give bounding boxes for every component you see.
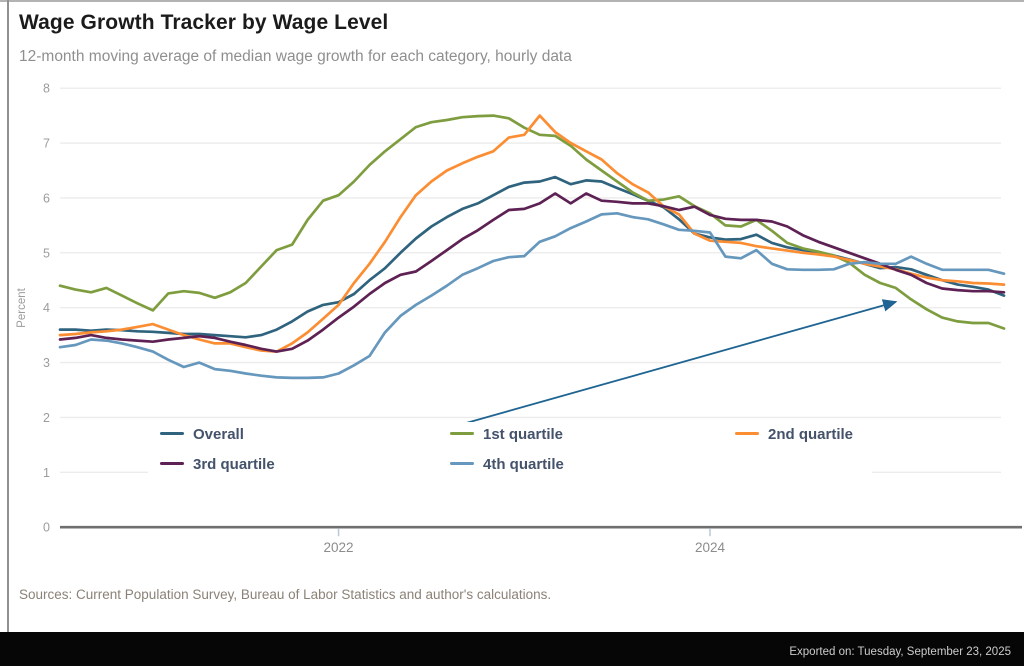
legend-swatch-overall bbox=[160, 431, 184, 435]
legend-label-2nd-quartile: 2nd quartile bbox=[768, 426, 854, 443]
y-tick-label-2: 2 bbox=[43, 411, 50, 425]
chart-legend: Overall 1st quartile 2nd quartile 3rd qu… bbox=[148, 422, 872, 482]
y-tick-label-1: 1 bbox=[43, 466, 50, 480]
legend-swatch-2nd-quartile bbox=[735, 431, 759, 435]
y-tick-label-0: 0 bbox=[43, 521, 50, 535]
legend-item-1st-quartile: 1st quartile bbox=[450, 426, 563, 443]
legend-swatch-3rd-quartile bbox=[160, 461, 184, 465]
y-tick-label-3: 3 bbox=[43, 356, 50, 370]
chart-subtitle: 12-month moving average of median wage g… bbox=[19, 48, 572, 65]
series-line-2nd-quartile bbox=[58, 114, 1006, 353]
series-line-1st-quartile bbox=[58, 114, 1006, 330]
export-footer-bar: Exported on: Tuesday, September 23, 2025 bbox=[0, 632, 1024, 666]
legend-label-1st-quartile: 1st quartile bbox=[483, 426, 564, 443]
sources-note: Sources: Current Population Survey, Bure… bbox=[19, 587, 552, 602]
legend-label-overall: Overall bbox=[193, 426, 244, 443]
legend-label-4th-quartile: 4th quartile bbox=[483, 456, 564, 473]
y-tick-label-4: 4 bbox=[43, 301, 50, 315]
left-edge-rule bbox=[7, 0, 9, 632]
legend-label-3rd-quartile: 3rd quartile bbox=[193, 456, 275, 473]
x-tick-label-2024: 2024 bbox=[695, 540, 726, 555]
legend-item-4th-quartile: 4th quartile bbox=[450, 456, 564, 473]
series-line-4th-quartile bbox=[58, 211, 1006, 380]
x-tick-label-2022: 2022 bbox=[324, 540, 354, 555]
window-top-border bbox=[0, 0, 1024, 2]
legend-item-overall: Overall bbox=[160, 426, 244, 443]
y-tick-label-8: 8 bbox=[43, 82, 50, 96]
legend-item-3rd-quartile: 3rd quartile bbox=[160, 456, 275, 473]
y-tick-label-5: 5 bbox=[43, 246, 50, 260]
exported-on-text: Exported on: Tuesday, September 23, 2025 bbox=[789, 646, 1011, 658]
page-title: Wage Growth Tracker by Wage Level bbox=[19, 11, 389, 34]
series-line-3rd-quartile bbox=[58, 192, 1006, 353]
y-tick-label-6: 6 bbox=[43, 191, 50, 205]
legend-swatch-4th-quartile bbox=[450, 461, 474, 465]
legend-item-2nd-quartile: 2nd quartile bbox=[735, 426, 853, 443]
legend-swatch-1st-quartile bbox=[450, 431, 474, 435]
y-tick-label-7: 7 bbox=[43, 137, 50, 151]
y-axis-label: Percent bbox=[16, 287, 28, 327]
annotation-arrow bbox=[451, 299, 898, 428]
